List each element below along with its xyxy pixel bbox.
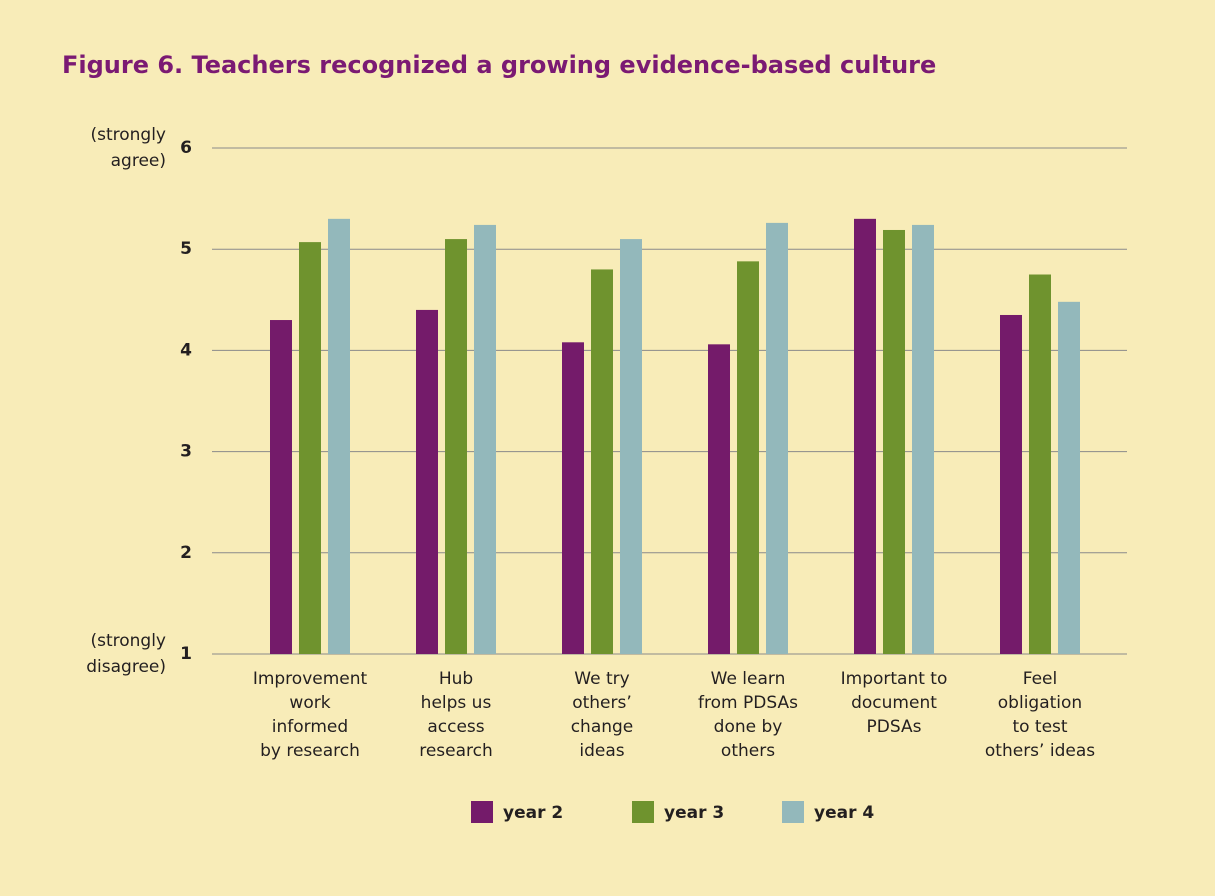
bar <box>1058 301 1080 654</box>
x-tick-label: done by <box>714 717 783 737</box>
bar <box>766 222 788 654</box>
bar <box>1000 314 1022 654</box>
x-tick-label: access <box>427 717 484 737</box>
bar <box>737 261 759 654</box>
x-tick-label: informed <box>272 717 348 737</box>
bar <box>328 218 350 654</box>
bar <box>299 242 321 654</box>
x-tick-label: others <box>721 741 775 761</box>
x-tick-label: Improvement <box>253 669 368 689</box>
bar <box>708 344 730 654</box>
bar <box>474 224 496 655</box>
legend-label: year 3 <box>664 803 724 823</box>
x-tick-label: obligation <box>998 693 1082 713</box>
x-tick-label: We try <box>574 669 629 689</box>
x-tick-label: to test <box>1012 717 1067 737</box>
axis-note: (strongly <box>90 631 166 651</box>
x-tick-label: Feel <box>1023 669 1058 689</box>
legend-swatch <box>471 801 493 823</box>
y-tick-label: 3 <box>180 442 192 462</box>
x-tick-label: Hub <box>439 669 473 689</box>
y-tick-label: 4 <box>180 340 192 360</box>
y-tick-label: 1 <box>180 644 192 664</box>
bar <box>912 224 934 655</box>
legend-label: year 4 <box>814 803 874 823</box>
x-tick-label: research <box>419 741 493 761</box>
bar <box>883 229 905 655</box>
y-tick-label: 2 <box>180 543 192 563</box>
bar <box>591 269 613 654</box>
chart-title: Figure 6. Teachers recognized a growing … <box>62 51 936 79</box>
x-tick-label: ideas <box>579 741 624 761</box>
x-tick-label: PDSAs <box>867 717 922 737</box>
x-tick-label: from PDSAs <box>698 693 798 713</box>
x-tick-label: change <box>571 717 634 737</box>
axis-note: agree) <box>111 151 166 171</box>
x-tick-label: work <box>289 693 330 713</box>
bar <box>620 239 642 654</box>
bar <box>854 218 876 654</box>
x-tick-label: helps us <box>421 693 492 713</box>
x-tick-label: document <box>851 693 937 713</box>
x-tick-label: We learn <box>711 669 786 689</box>
x-tick-label: Important to <box>841 669 948 689</box>
legend-label: year 2 <box>503 803 563 823</box>
legend-swatch <box>632 801 654 823</box>
bar <box>445 239 467 654</box>
y-tick-label: 6 <box>180 138 192 158</box>
y-tick-label: 5 <box>180 239 192 259</box>
x-tick-label: others’ <box>572 693 632 713</box>
bar <box>270 320 292 654</box>
axis-note: (strongly <box>90 125 166 145</box>
bar <box>416 309 438 654</box>
x-tick-label: others’ ideas <box>985 741 1095 761</box>
axis-note: disagree) <box>86 657 166 677</box>
x-tick-label: by research <box>260 741 360 761</box>
bar <box>1029 274 1051 654</box>
legend-swatch <box>782 801 804 823</box>
bar <box>562 342 584 654</box>
